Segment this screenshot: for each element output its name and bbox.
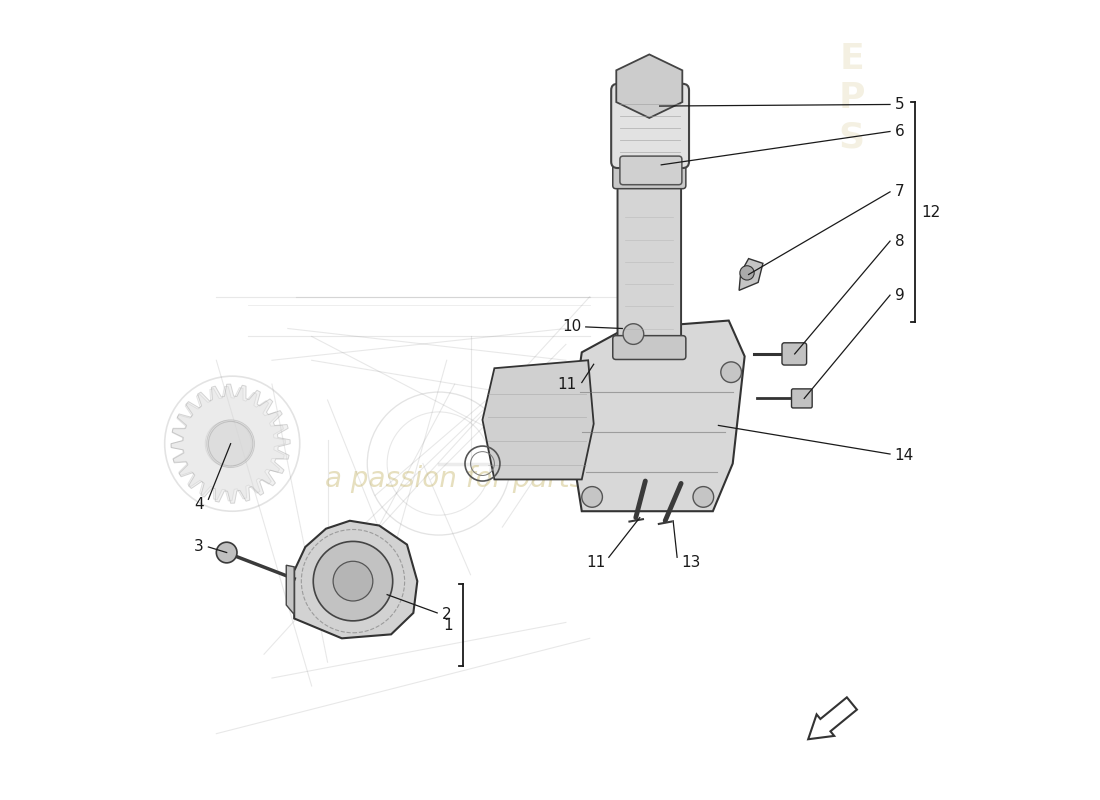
- Text: E
P
S: E P S: [838, 42, 865, 154]
- Polygon shape: [294, 521, 417, 638]
- FancyBboxPatch shape: [612, 84, 689, 168]
- FancyBboxPatch shape: [613, 165, 686, 189]
- Text: 11: 11: [558, 377, 578, 392]
- Circle shape: [333, 562, 373, 601]
- Text: 10: 10: [562, 319, 582, 334]
- Text: 9: 9: [894, 288, 904, 302]
- Circle shape: [206, 421, 251, 466]
- Polygon shape: [616, 54, 682, 118]
- Polygon shape: [286, 566, 294, 614]
- Circle shape: [623, 324, 643, 344]
- Circle shape: [693, 486, 714, 507]
- Text: 7: 7: [894, 184, 904, 199]
- FancyBboxPatch shape: [617, 173, 681, 345]
- Polygon shape: [739, 258, 763, 290]
- Text: 13: 13: [681, 555, 701, 570]
- Text: 12: 12: [922, 205, 942, 220]
- Text: 1: 1: [443, 618, 453, 633]
- Text: 11: 11: [586, 555, 606, 570]
- Text: 4: 4: [194, 498, 204, 512]
- Polygon shape: [570, 321, 745, 511]
- Polygon shape: [172, 384, 290, 503]
- Circle shape: [740, 266, 755, 280]
- Circle shape: [207, 420, 254, 467]
- Polygon shape: [172, 386, 286, 501]
- FancyBboxPatch shape: [620, 156, 682, 185]
- FancyArrow shape: [808, 698, 857, 739]
- FancyBboxPatch shape: [792, 389, 812, 408]
- Circle shape: [208, 422, 253, 466]
- Text: 8: 8: [894, 234, 904, 249]
- Text: a passion for parts: a passion for parts: [326, 466, 584, 494]
- Text: 6: 6: [894, 124, 904, 139]
- Circle shape: [582, 486, 603, 507]
- Text: 3: 3: [194, 539, 204, 554]
- Text: 2: 2: [442, 607, 452, 622]
- Text: 5: 5: [894, 97, 904, 112]
- Circle shape: [217, 542, 236, 563]
- FancyBboxPatch shape: [782, 342, 806, 365]
- Circle shape: [314, 542, 393, 621]
- FancyBboxPatch shape: [613, 336, 686, 359]
- Circle shape: [720, 362, 741, 382]
- Polygon shape: [483, 360, 594, 479]
- Text: 14: 14: [894, 448, 914, 463]
